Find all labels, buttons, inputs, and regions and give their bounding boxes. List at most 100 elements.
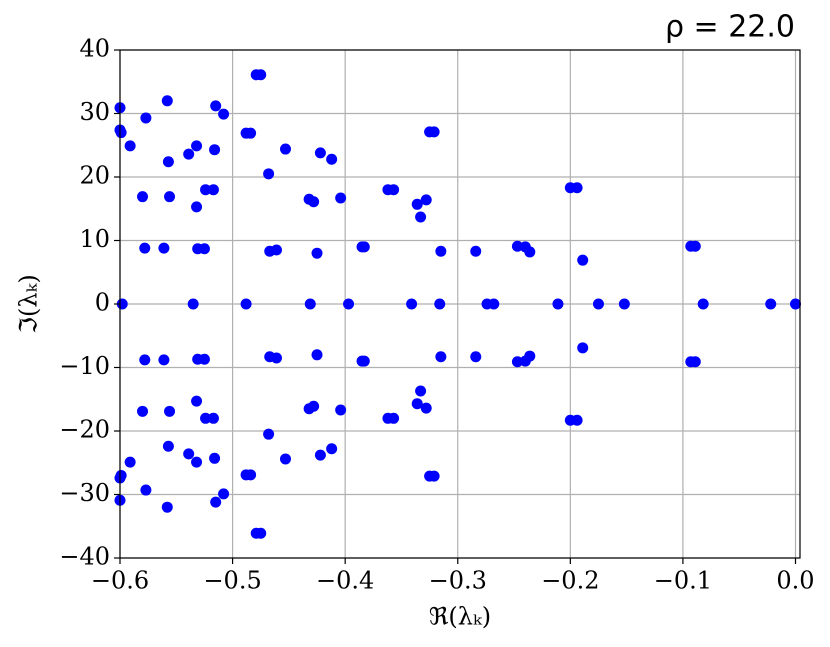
point [689, 356, 701, 368]
point [765, 298, 777, 310]
point [218, 488, 230, 500]
point [218, 108, 230, 120]
point [209, 452, 221, 464]
point [428, 470, 440, 482]
point [191, 456, 203, 468]
point [191, 201, 203, 213]
point [388, 184, 400, 196]
point [470, 351, 482, 363]
point [488, 298, 500, 310]
point [140, 484, 152, 496]
point [158, 354, 170, 366]
point [326, 443, 338, 455]
point [406, 298, 418, 310]
point [139, 242, 151, 254]
point [187, 298, 199, 310]
y-tick-label: 30 [79, 98, 110, 126]
point [358, 355, 370, 367]
point [697, 298, 709, 310]
point [311, 349, 323, 361]
point [314, 449, 326, 461]
point [115, 469, 127, 481]
point [115, 127, 127, 139]
point [245, 469, 257, 481]
point [571, 414, 583, 426]
point [577, 254, 589, 266]
point [411, 398, 423, 410]
point [161, 501, 173, 513]
point [411, 198, 423, 210]
y-tick-label: 40 [79, 35, 110, 63]
point [158, 242, 170, 254]
point [304, 298, 316, 310]
point [415, 385, 427, 397]
point [279, 453, 291, 465]
y-tick-label: −40 [59, 543, 110, 571]
point [618, 298, 630, 310]
point [689, 240, 701, 252]
point [207, 184, 219, 196]
point [139, 354, 151, 366]
x-tick-label: −0.5 [203, 567, 261, 595]
x-axis-label: ℜ(λₖ) [429, 603, 491, 631]
point [326, 153, 338, 165]
point [592, 298, 604, 310]
point [164, 405, 176, 417]
point [183, 148, 195, 160]
points [114, 69, 801, 539]
point [209, 144, 221, 156]
point [434, 298, 446, 310]
x-tick-label: −0.4 [316, 567, 374, 595]
y-tick-label: 0 [95, 289, 110, 317]
point [524, 246, 536, 258]
point [161, 95, 173, 107]
x-tick-label: −0.1 [654, 567, 712, 595]
x-tick-label: −0.6 [91, 567, 149, 595]
point [245, 127, 257, 139]
y-tick-label: −10 [59, 352, 110, 380]
grid [119, 49, 800, 559]
chart-title: ρ = 22.0 [665, 10, 795, 45]
point [263, 168, 275, 180]
point [191, 395, 203, 407]
x-tick-label: −0.3 [429, 567, 487, 595]
point [263, 428, 275, 440]
y-tick-label: 10 [79, 225, 110, 253]
point [198, 353, 210, 365]
point [470, 245, 482, 257]
point [200, 412, 212, 424]
y-tick-label: 20 [79, 162, 110, 190]
point [314, 147, 326, 159]
point [183, 448, 195, 460]
point [198, 243, 210, 255]
point [435, 245, 447, 257]
point [164, 191, 176, 203]
point [428, 126, 440, 138]
point [420, 402, 432, 414]
y-axis-label: ℑ(λₖ) [15, 274, 43, 333]
point [137, 191, 149, 203]
point [343, 298, 355, 310]
point [124, 140, 136, 152]
point [571, 182, 583, 194]
point [140, 112, 152, 124]
point [255, 527, 267, 539]
point [415, 211, 427, 223]
point [240, 298, 252, 310]
point [270, 244, 282, 256]
point [358, 241, 370, 253]
point [279, 143, 291, 155]
point [137, 405, 149, 417]
point [162, 156, 174, 168]
point [207, 412, 219, 424]
point [552, 298, 564, 310]
point [511, 356, 523, 368]
point [577, 342, 589, 354]
point [789, 298, 801, 310]
y-tick-label: −20 [59, 416, 110, 444]
point [162, 440, 174, 452]
x-tick-label: 0.0 [776, 567, 814, 595]
point [420, 194, 432, 206]
point [388, 412, 400, 424]
y-tick-label: −30 [59, 479, 110, 507]
